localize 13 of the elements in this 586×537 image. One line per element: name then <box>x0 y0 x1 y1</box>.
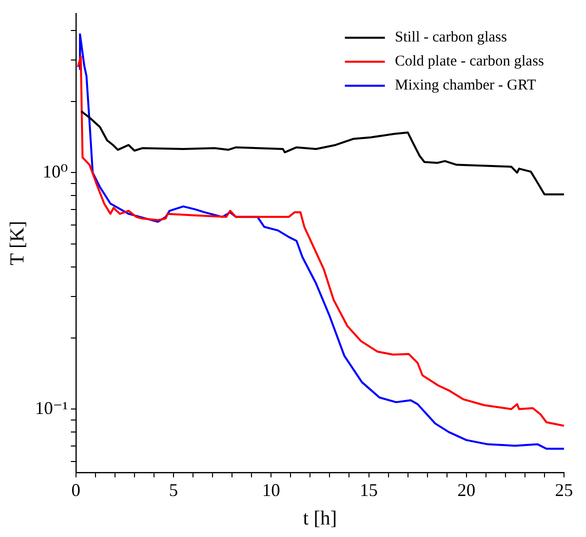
legend-label: Mixing chamber - GRT <box>394 78 536 94</box>
legend-label: Still - carbon glass <box>394 30 508 46</box>
y-tick-label: 10⁰ <box>42 161 68 182</box>
x-tick-label: 25 <box>555 480 573 500</box>
x-tick-label: 15 <box>360 480 378 500</box>
x-tick-label: 0 <box>71 480 80 500</box>
x-tick-label: 10 <box>262 480 280 500</box>
y-tick-label: 10⁻¹ <box>34 398 68 418</box>
x-axis-title: t [h] <box>303 507 337 530</box>
x-tick-label: 20 <box>457 480 476 500</box>
legend-label: Cold plate - carbon glass <box>394 54 544 70</box>
y-axis-title: T [K] <box>6 220 28 266</box>
x-tick-label: 5 <box>169 480 178 500</box>
